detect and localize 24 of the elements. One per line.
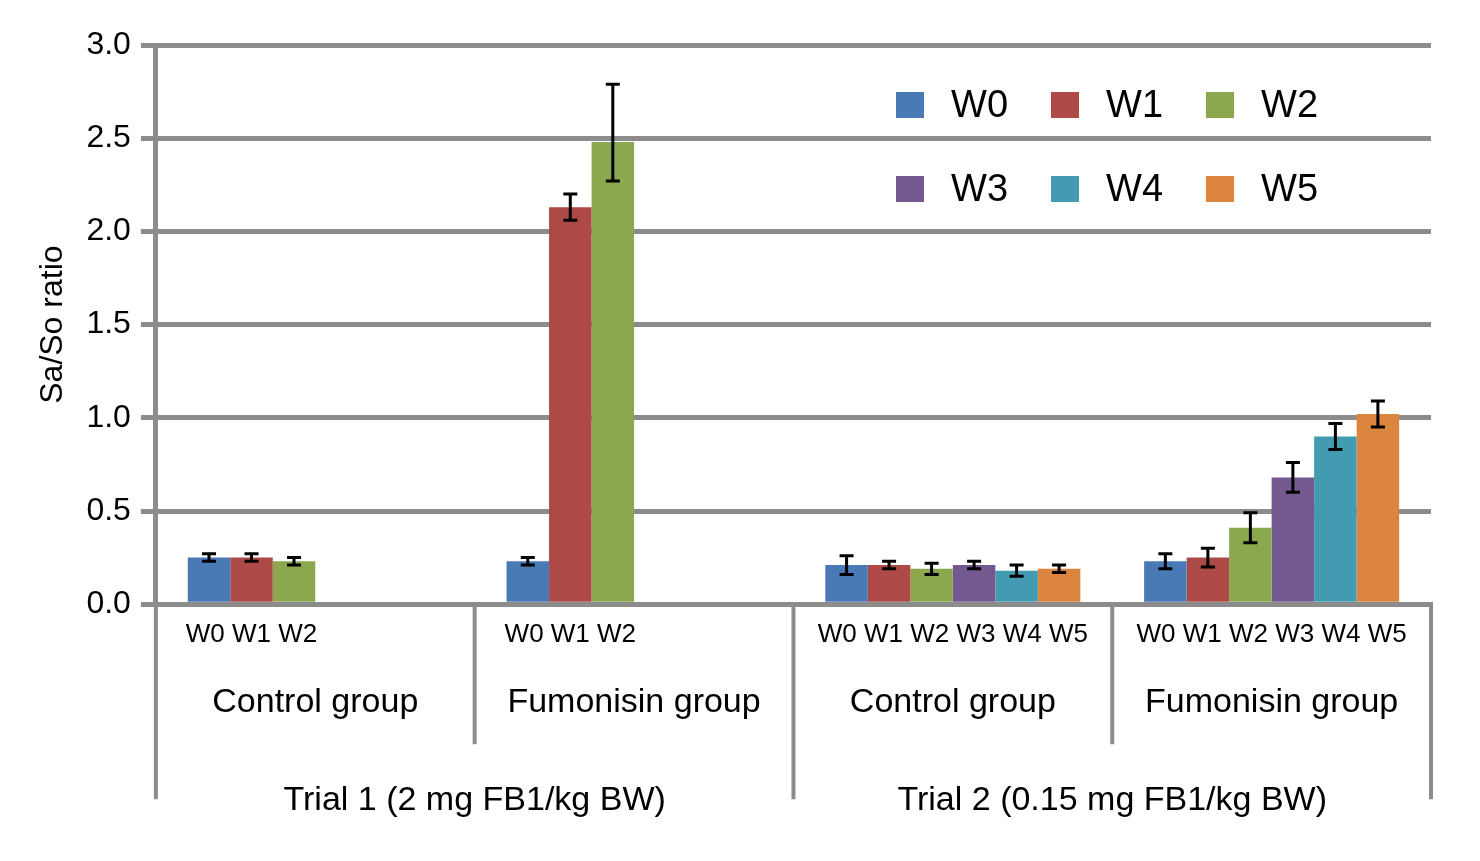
text: W0 W1 W2 W3 W4 W5 (1136, 618, 1407, 649)
legend-label: W2 (1261, 83, 1319, 126)
y-axis-title: Sa/So ratio (33, 245, 70, 404)
legend-label: W1 (1106, 83, 1164, 126)
x-tick-label: Control group (212, 680, 419, 719)
text: Trial 2 (0.15 mg FB1/kg BW) (897, 778, 1327, 817)
x-tick-label: Fumonisin group (1145, 680, 1399, 719)
y-tick-label: 2.5 (86, 118, 131, 155)
text: Trial 1 (2 mg FB1/kg BW) (283, 778, 666, 817)
x-tick-label: Control group (849, 680, 1056, 719)
y-tick-label: 1.0 (86, 397, 131, 434)
text: W0 W1 W2 (504, 618, 637, 649)
y-tick-label: 3.0 (86, 24, 131, 61)
y-tick-label: 0.5 (86, 490, 131, 527)
x-tick-label: Fumonisin group (507, 680, 761, 719)
text: W0 W1 W2 (185, 618, 318, 649)
y-tick-label: 0.0 (86, 584, 131, 621)
legend-label: W4 (1106, 167, 1164, 210)
legend-label: W0 (951, 83, 1009, 126)
legend-label: W5 (1261, 167, 1319, 210)
y-tick-label: 1.5 (86, 304, 131, 341)
legend-label: W3 (951, 167, 1009, 210)
text: W0 W1 W2 W3 W4 W5 (817, 618, 1088, 649)
y-tick-label: 2.0 (86, 211, 131, 248)
